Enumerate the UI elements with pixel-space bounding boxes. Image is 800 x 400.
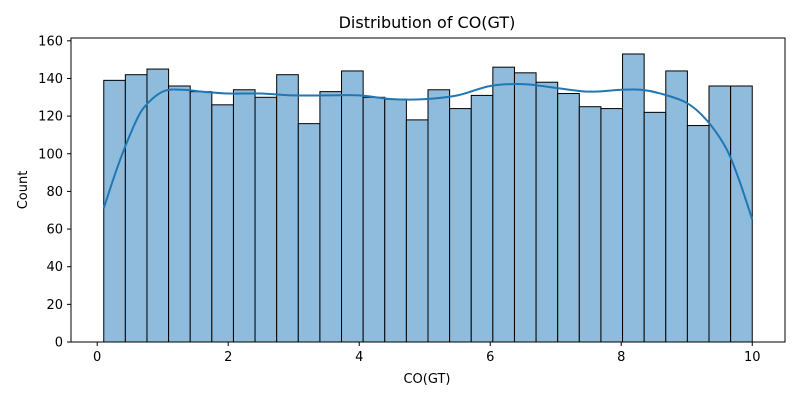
histogram-bar — [730, 85, 753, 343]
y-tick-label: 160 — [38, 34, 63, 49]
histogram-bar — [622, 53, 645, 343]
x-tick-label: 8 — [617, 350, 625, 365]
histogram-bar — [362, 96, 386, 343]
y-tick-label: 140 — [38, 72, 63, 87]
histogram-bar — [600, 108, 624, 343]
histogram-bar — [146, 68, 170, 343]
histogram-bar — [297, 123, 321, 343]
histogram-bar — [643, 111, 667, 343]
histogram-bar — [686, 125, 710, 343]
bars-group — [103, 53, 753, 343]
x-tick-label: 0 — [93, 350, 101, 365]
y-axis-ticks: 0 20 40 60 80 100 120 140 160 — [38, 34, 71, 351]
x-tick-label: 6 — [486, 350, 494, 365]
histogram-bar — [405, 119, 429, 343]
histogram-bar — [384, 98, 407, 343]
histogram-bar — [449, 108, 472, 343]
histogram-bar — [708, 85, 732, 343]
kde-line — [102, 83, 754, 220]
x-axis-ticks: 0 2 4 6 8 10 — [93, 342, 761, 365]
plot-frame — [70, 37, 786, 343]
histogram-bar — [427, 89, 451, 343]
histogram-bar — [470, 94, 494, 343]
histogram-bar — [578, 106, 602, 343]
y-tick-label: 80 — [46, 185, 63, 200]
histogram-bar — [124, 74, 148, 343]
histogram-bar — [557, 93, 580, 343]
histogram-bar — [276, 74, 299, 343]
histogram-bar — [535, 81, 559, 343]
x-tick-label: 2 — [224, 350, 232, 365]
histogram-bar — [665, 70, 688, 343]
histogram-bar — [254, 96, 278, 343]
histogram-bar — [319, 91, 343, 343]
histogram-bar — [211, 104, 234, 343]
histogram-bar — [492, 66, 515, 343]
y-tick-label: 0 — [55, 336, 63, 351]
x-tick-label: 10 — [744, 350, 761, 365]
histogram-bar — [168, 85, 191, 343]
y-tick-label: 120 — [38, 110, 63, 125]
chart-title: Distribution of CO(GT) — [339, 13, 516, 32]
y-tick-label: 40 — [46, 260, 63, 275]
y-axis-label: Count — [16, 171, 31, 210]
x-axis-label: CO(GT) — [403, 372, 450, 387]
y-tick-label: 20 — [46, 298, 63, 313]
histogram-bar — [341, 70, 364, 343]
y-tick-label: 60 — [46, 223, 63, 238]
y-tick-label: 100 — [38, 147, 63, 162]
x-tick-label: 4 — [355, 350, 363, 365]
histogram-bar — [232, 89, 256, 343]
histogram-bar — [189, 91, 213, 343]
histogram-bar — [103, 79, 126, 343]
histogram-bar — [513, 72, 537, 343]
